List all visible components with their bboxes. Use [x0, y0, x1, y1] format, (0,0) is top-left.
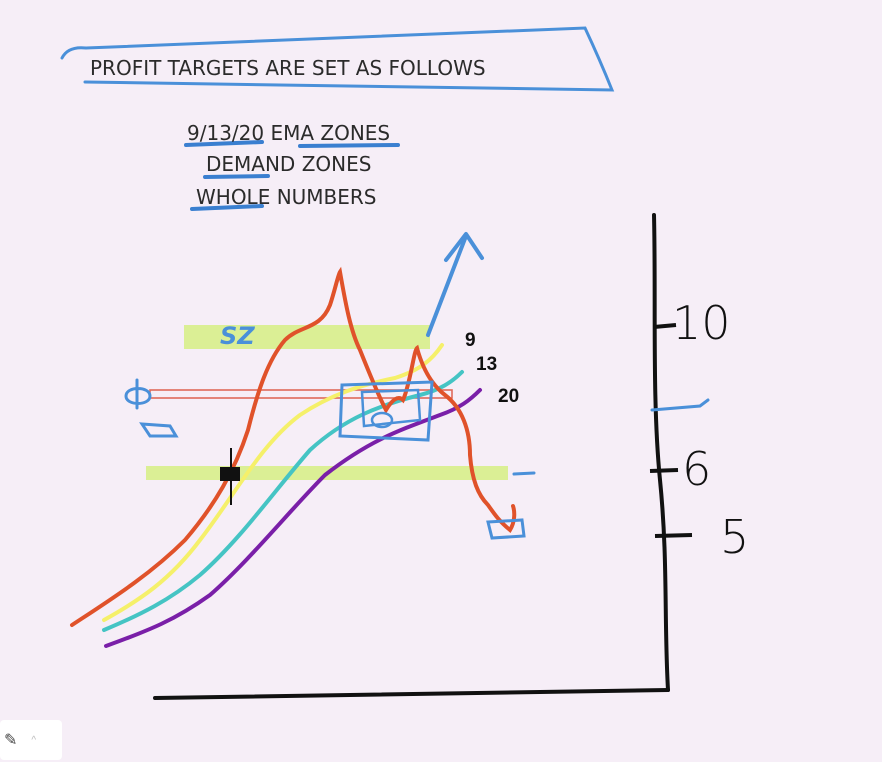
ema-9-line	[104, 345, 442, 620]
stop-marker-icon	[126, 380, 176, 436]
tick-6	[650, 470, 678, 471]
supply-zone-label: SZ	[220, 322, 255, 350]
price-line	[72, 272, 514, 625]
y-axis	[654, 215, 668, 690]
tick-5	[655, 535, 692, 536]
list-item-ema: 9/13/20 EMA ZONES	[187, 121, 390, 145]
underline-zones	[300, 145, 398, 146]
list-item-whole: WHOLE NUMBERS	[196, 185, 377, 209]
page-title: PROFIT TARGETS ARE SET AS FOLLOWS	[90, 56, 486, 80]
arrow-head-icon	[446, 234, 482, 260]
axis-label-5: 5	[720, 510, 749, 564]
minimize-icon[interactable]: ^	[31, 735, 36, 746]
target-dash	[514, 473, 534, 474]
x-axis	[155, 690, 668, 698]
ema-20-line	[106, 390, 480, 646]
ema-13-label: 13	[476, 354, 497, 376]
axis-label-10: 10	[672, 296, 731, 350]
tool-panel[interactable]: ✎ ^	[0, 720, 62, 760]
axis-label-6: 6	[682, 442, 711, 496]
ema-9-label: 9	[465, 330, 476, 352]
profit-arrow	[428, 236, 466, 335]
list-item-demand: DEMAND ZONES	[206, 152, 371, 176]
axis-blue-mark	[652, 400, 708, 410]
underline-demand	[205, 176, 268, 177]
pen-tool-icon[interactable]: ✎	[4, 730, 17, 750]
ema-20-label: 20	[498, 386, 519, 408]
ema-13-line	[104, 372, 462, 630]
